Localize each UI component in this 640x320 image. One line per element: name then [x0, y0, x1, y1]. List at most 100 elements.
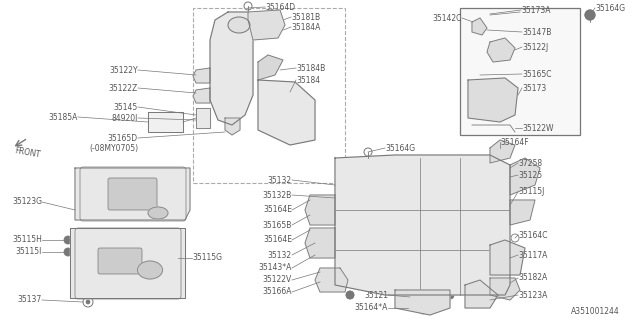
Text: 84920I: 84920I: [111, 114, 138, 123]
Polygon shape: [75, 168, 190, 220]
Text: 35147B: 35147B: [522, 28, 552, 36]
Polygon shape: [490, 240, 525, 275]
Circle shape: [585, 10, 595, 20]
FancyBboxPatch shape: [108, 178, 157, 210]
Text: 35184A: 35184A: [291, 22, 321, 31]
Circle shape: [485, 95, 495, 105]
Circle shape: [180, 213, 186, 219]
Polygon shape: [305, 228, 335, 258]
Polygon shape: [468, 78, 518, 122]
Text: 35122Z: 35122Z: [109, 84, 138, 92]
Ellipse shape: [228, 17, 250, 33]
Text: 35115H: 35115H: [12, 236, 42, 244]
Polygon shape: [335, 155, 510, 295]
Circle shape: [446, 161, 454, 169]
Text: 35164C: 35164C: [518, 230, 547, 239]
Text: A351001244: A351001244: [572, 308, 620, 316]
Polygon shape: [490, 140, 515, 163]
Ellipse shape: [138, 261, 163, 279]
Polygon shape: [510, 200, 535, 225]
Polygon shape: [472, 18, 487, 35]
Polygon shape: [258, 80, 315, 145]
Text: 35164*A: 35164*A: [355, 303, 388, 313]
Text: 35184: 35184: [296, 76, 320, 84]
FancyBboxPatch shape: [460, 8, 580, 135]
Polygon shape: [210, 12, 253, 125]
Text: 35137: 35137: [18, 295, 42, 305]
Text: 35132B: 35132B: [263, 190, 292, 199]
Circle shape: [486, 161, 494, 169]
Text: 35173: 35173: [522, 84, 547, 92]
Text: 35184B: 35184B: [296, 63, 325, 73]
Text: 35185A: 35185A: [49, 113, 78, 122]
Text: 35166A: 35166A: [262, 287, 292, 297]
Circle shape: [230, 47, 246, 63]
Text: 35123A: 35123A: [518, 291, 547, 300]
Text: 35132: 35132: [268, 251, 292, 260]
Circle shape: [396, 161, 404, 169]
Text: 35125: 35125: [518, 171, 542, 180]
Circle shape: [80, 213, 86, 219]
Text: 35122J: 35122J: [522, 43, 548, 52]
Text: (-08MY0705): (-08MY0705): [89, 143, 138, 153]
Circle shape: [81, 231, 89, 239]
Text: 35132: 35132: [268, 175, 292, 185]
Text: 35122W: 35122W: [522, 124, 554, 132]
Text: 35164F: 35164F: [500, 138, 529, 147]
Text: 35164E: 35164E: [263, 205, 292, 214]
Text: 35142C: 35142C: [433, 13, 462, 22]
Circle shape: [64, 236, 72, 244]
Circle shape: [64, 248, 72, 256]
Text: 35164G: 35164G: [595, 4, 625, 12]
Text: 35173A: 35173A: [521, 5, 550, 14]
Ellipse shape: [148, 207, 168, 219]
Polygon shape: [395, 290, 450, 315]
Circle shape: [174, 286, 182, 294]
Text: 35117A: 35117A: [518, 251, 547, 260]
Circle shape: [80, 169, 86, 175]
Text: 35181B: 35181B: [291, 12, 320, 21]
Circle shape: [81, 286, 89, 294]
Text: 35145: 35145: [114, 102, 138, 111]
Text: 35123G: 35123G: [12, 197, 42, 206]
Polygon shape: [490, 278, 520, 300]
Polygon shape: [193, 68, 210, 83]
Polygon shape: [487, 38, 515, 62]
Text: 35121: 35121: [364, 291, 388, 300]
Text: 35164G: 35164G: [385, 143, 415, 153]
Circle shape: [180, 169, 186, 175]
Text: 35165D: 35165D: [108, 133, 138, 142]
Polygon shape: [196, 108, 210, 128]
Polygon shape: [510, 158, 540, 195]
Text: 35115I: 35115I: [15, 247, 42, 257]
Text: 37258: 37258: [518, 158, 542, 167]
Text: 35115G: 35115G: [192, 253, 222, 262]
Polygon shape: [465, 280, 498, 308]
Text: 35165C: 35165C: [522, 69, 552, 78]
Text: 35143*A: 35143*A: [259, 263, 292, 273]
Text: 35164D: 35164D: [265, 3, 295, 12]
FancyBboxPatch shape: [98, 248, 142, 274]
Circle shape: [396, 291, 404, 299]
Polygon shape: [70, 228, 185, 298]
Circle shape: [446, 291, 454, 299]
Circle shape: [486, 291, 494, 299]
Polygon shape: [225, 118, 240, 135]
Text: 35122V: 35122V: [263, 276, 292, 284]
Text: 35182A: 35182A: [518, 274, 547, 283]
Polygon shape: [315, 268, 348, 292]
Circle shape: [346, 291, 354, 299]
Text: 35122Y: 35122Y: [109, 66, 138, 75]
Circle shape: [346, 161, 354, 169]
Text: 35164E: 35164E: [263, 236, 292, 244]
Polygon shape: [305, 195, 335, 225]
Polygon shape: [248, 10, 285, 40]
Circle shape: [174, 231, 182, 239]
Text: 35115J: 35115J: [518, 188, 545, 196]
Text: FRONT: FRONT: [14, 146, 41, 160]
Text: 35165B: 35165B: [262, 220, 292, 229]
Polygon shape: [258, 55, 283, 80]
Circle shape: [86, 300, 90, 304]
Polygon shape: [148, 112, 183, 132]
Polygon shape: [193, 88, 210, 103]
